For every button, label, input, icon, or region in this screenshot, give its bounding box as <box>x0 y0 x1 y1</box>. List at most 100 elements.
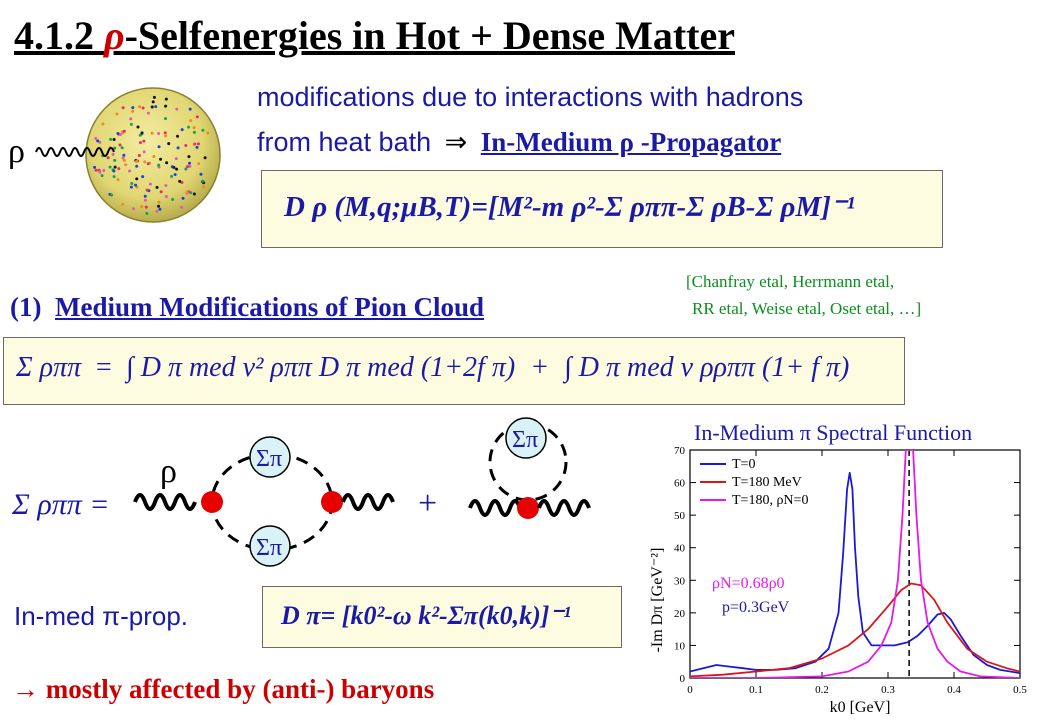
diagram-plus: + <box>418 485 437 522</box>
hadron-dot <box>188 161 192 165</box>
hadron-dot <box>186 165 190 169</box>
hadron-dot <box>150 131 154 135</box>
hadron-dot <box>131 109 135 113</box>
hadron-dot <box>142 139 146 143</box>
hadron-dot <box>180 205 184 209</box>
hadron-dot <box>150 105 154 109</box>
hadron-dot <box>152 155 156 159</box>
pion-selfenergy-bottom: Σπ <box>256 535 282 561</box>
medium-ball <box>85 87 221 223</box>
hadron-dot <box>178 179 182 183</box>
hadron-dot <box>187 125 191 129</box>
chart-background <box>642 410 1038 718</box>
hadron-dot <box>106 156 110 160</box>
hadron-dot <box>120 146 124 150</box>
hadron-dot <box>155 209 159 213</box>
pion-spectral-function-chart: In-Medium π Spectral Function 0 0.1 0.2 0.3… <box>642 410 1038 718</box>
hadron-dot <box>155 185 159 189</box>
hadron-dot <box>116 132 120 136</box>
hadron-dot <box>180 181 184 185</box>
intro-line-2-prefix: from heat bath <box>257 127 432 157</box>
chart-frame <box>689 449 1021 679</box>
hadron-dots <box>93 95 210 215</box>
y-tick-label: 50 <box>674 510 686 522</box>
x-tick-label: 0.5 <box>1013 684 1027 696</box>
series-line-2 <box>690 450 1020 678</box>
hadron-dot <box>167 142 171 146</box>
hadron-dot <box>164 134 168 138</box>
title-text: -Selfenergies in Hot + Dense Matter <box>124 13 735 58</box>
hadron-dot <box>141 106 145 110</box>
hadron-dot <box>195 115 199 119</box>
hadron-dot <box>138 141 142 145</box>
hadron-dot <box>199 172 203 176</box>
intro-line-1: modifications due to interactions with h… <box>257 82 804 112</box>
legend-label-1: T=180 MeV <box>732 475 802 490</box>
hadron-dot <box>143 160 147 164</box>
hadron-dot <box>165 161 169 165</box>
hadron-dot <box>164 104 168 108</box>
hadron-dot <box>140 131 144 135</box>
hadron-dot <box>108 165 112 169</box>
hadron-dot <box>115 112 119 116</box>
hadron-dot <box>143 194 147 198</box>
hadron-dot <box>189 119 193 123</box>
hadron-dot <box>203 156 207 160</box>
hadron-dot <box>188 107 192 111</box>
hadron-dot <box>93 165 97 169</box>
implies-arrow: ⇒ <box>444 127 468 157</box>
legend-label-0: T=0 <box>732 457 755 472</box>
pion-selfenergy-top-bubble <box>249 436 291 478</box>
pion-cloud-equation: Σ ρππ = ∫ D π med v² ρππ D π med (1+2f π… <box>16 352 849 384</box>
hadron-dot <box>184 143 188 147</box>
hadron-dot <box>142 150 146 154</box>
tadpole-selfenergy: Σπ <box>512 427 538 453</box>
pion-cloud-equation-box: Σ ρππ = ∫ D π med v² ρππ D π med (1+2f π… <box>3 337 905 405</box>
hadron-dot <box>157 132 161 136</box>
hadron-dot <box>184 167 188 171</box>
tadpole-loop <box>488 422 568 502</box>
hadron-dot <box>131 207 135 211</box>
series-line-1 <box>690 582 1020 678</box>
references-line-2: RR etal, Weise etal, Oset etal, …] <box>692 299 922 318</box>
hadron-dot <box>154 105 158 109</box>
hadron-dot <box>113 165 117 169</box>
hadron-dot <box>170 165 174 169</box>
hadron-dot <box>112 175 116 179</box>
hadron-dot <box>122 129 126 133</box>
medium-ball-illustration: ρ <box>8 87 221 223</box>
chart-annotation-density: ρN=0.68ρ0 <box>712 575 785 592</box>
hadron-dot <box>109 137 113 141</box>
pion-selfenergy-bottom-bubble <box>249 525 291 567</box>
hadron-dot <box>98 140 102 144</box>
hadron-dot <box>164 117 168 121</box>
hadron-dot <box>163 131 167 135</box>
chart-title: In-Medium π Spectral Function <box>694 420 972 445</box>
propagator-equation-box: D ρ (M,q;μB,T)=[M²-m ρ²-Σ ρππ-Σ ρB-Σ ρM]… <box>261 170 943 248</box>
y-tick-label: 30 <box>674 575 686 587</box>
hadron-dot <box>124 163 128 167</box>
hadron-dot <box>175 167 179 171</box>
rho-wiggle <box>35 147 115 157</box>
hadron-dot <box>116 178 120 182</box>
hadron-dot <box>94 168 98 172</box>
pion-prop-equation-box: D π= [k0²-ω k²-Σπ(k0,k)]⁻¹ <box>262 586 622 648</box>
hadron-dot <box>192 130 196 134</box>
hadron-dot <box>193 142 197 146</box>
pion-selfenergy-top: Σπ <box>256 446 282 472</box>
hadron-dot <box>173 173 177 177</box>
rho-label: ρ <box>160 453 177 490</box>
hadron-dot <box>164 194 168 198</box>
hadron-dot <box>148 182 152 186</box>
hadron-dot <box>138 133 142 137</box>
feynman-diagrams: Σ ρππ = ρ Σπ Σπ + Σπ <box>11 417 591 567</box>
hadron-dot <box>157 145 161 149</box>
hadron-dot <box>201 179 205 183</box>
conclusion-text: → mostly affected by (anti-) baryons <box>12 674 435 704</box>
pion-prop-equation: D π= [k0²-ω k²-Σπ(k0,k)]⁻¹ <box>281 601 571 630</box>
hadron-dot <box>158 207 162 211</box>
section-1-title: Medium Modifications of Pion Cloud <box>54 292 485 322</box>
y-tick-label: 70 <box>674 445 686 457</box>
hadron-dot <box>94 136 98 140</box>
hadron-dot <box>171 198 175 202</box>
